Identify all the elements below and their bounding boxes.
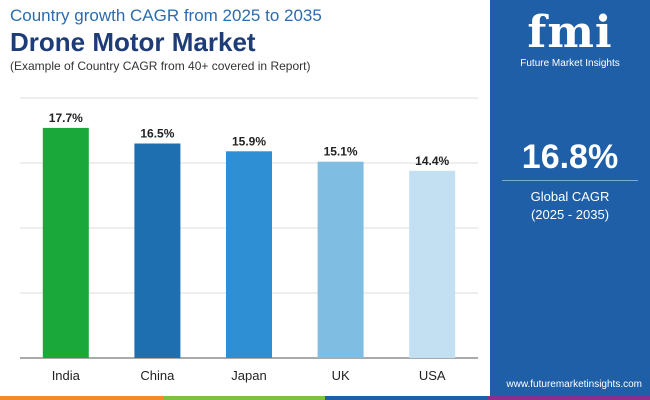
x-tick-label-china: China (140, 368, 175, 383)
bar-india (42, 127, 89, 359)
x-tick-label-india: India (52, 368, 81, 383)
strip-segment-1 (0, 396, 163, 400)
strip-segment-4 (487, 396, 650, 400)
right-panel: fmi Future Market Insights 16.8% Global … (490, 0, 650, 400)
fmi-logo: fmi Future Market Insights (490, 10, 650, 70)
strip-segment-3 (325, 396, 488, 400)
bottom-color-strip (0, 396, 650, 400)
chart-area: 17.7% India 16.5% China 15.9% Japan 15.1% UK 14.… (20, 97, 478, 383)
cagr-divider (502, 180, 638, 181)
header: Country growth CAGR from 2025 to 2035 Dr… (10, 6, 480, 74)
x-tick-label-usa: USA (419, 368, 446, 383)
strip-segment-2 (162, 396, 325, 400)
data-label-uk: 15.1% (324, 145, 358, 159)
data-label-india: 17.7% (49, 111, 83, 125)
cagr-label-text: Global CAGR (530, 189, 610, 204)
bar-uk (317, 161, 364, 358)
data-label-japan: 15.9% (232, 134, 266, 148)
bar-usa (409, 170, 456, 358)
data-label-china: 16.5% (140, 127, 174, 141)
bar-china (134, 143, 181, 358)
x-tick-label-japan: Japan (231, 368, 266, 383)
website-link[interactable]: www.futuremarketinsights.com (506, 379, 642, 390)
chart-supertitle: Country growth CAGR from 2025 to 2035 (10, 6, 322, 25)
logo-mark: fmi (527, 7, 613, 58)
chart-subtitle: (Example of Country CAGR from 40+ covere… (10, 59, 311, 73)
bar-chart: 17.7% India 16.5% China 15.9% Japan 15.1% UK 14.… (20, 97, 478, 383)
cagr-period-text: (2025 - 2035) (530, 207, 610, 222)
global-cagr-label: Global CAGR (2025 - 2035) (490, 188, 650, 224)
global-cagr-value: 16.8% (521, 138, 619, 176)
bar-japan (226, 151, 272, 358)
logo-subtext: Future Market Insights (520, 58, 620, 69)
data-label-usa: 14.4% (415, 154, 449, 168)
x-tick-label-uk: UK (332, 368, 350, 383)
chart-title: Drone Motor Market (10, 27, 256, 57)
